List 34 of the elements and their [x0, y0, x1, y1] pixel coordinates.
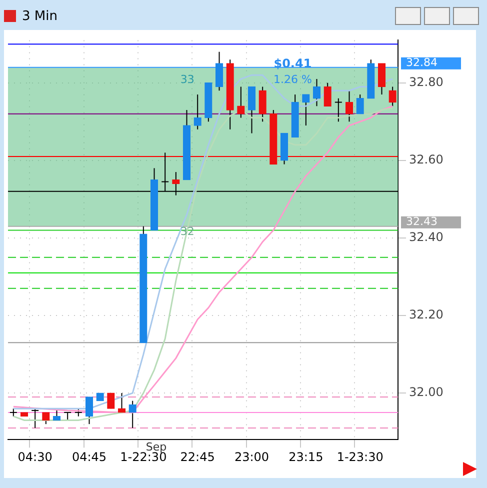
candlestick [302, 94, 310, 126]
candlestick [248, 86, 256, 134]
candlestick [128, 400, 136, 428]
candlestick [31, 408, 40, 428]
candlestick [194, 94, 202, 130]
y-tick-label: 32.60 [409, 152, 444, 167]
y-tick-label: 32.40 [409, 230, 444, 244]
x-tick-label: 23:00 [234, 450, 270, 464]
y-tick-label: 32.20 [409, 308, 444, 322]
y-tick-label: 32.80 [409, 74, 444, 89]
chart-title: 3 Min [22, 8, 58, 24]
candlestick [107, 392, 115, 410]
annotation: 1.26 % [273, 73, 312, 86]
x-tick-label: 04:30 [18, 450, 52, 464]
candlestick [237, 86, 245, 118]
annotation: 33 [180, 73, 194, 86]
x-tick-label: 22:45 [180, 450, 215, 464]
candlestick [215, 51, 224, 92]
text: Sep [146, 440, 167, 454]
candlestick [118, 392, 126, 413]
candlestick [324, 82, 332, 107]
candlestick [258, 86, 266, 122]
candlestick [356, 94, 364, 114]
x-tick-label: 1-23:30 [336, 450, 384, 464]
candlestick [85, 396, 94, 425]
y-tick-label: 32.00 [409, 385, 444, 400]
ref-line-label: 32.84 [406, 56, 438, 70]
candlestick [345, 90, 354, 122]
ref-line-label: 32.43 [406, 215, 438, 228]
x-tick-label: 04:45 [72, 450, 107, 464]
candlestick [378, 62, 386, 95]
candlestick [334, 98, 342, 122]
x-tick-label: 23:15 [288, 450, 324, 464]
annotation: $0.41 [274, 56, 312, 70]
